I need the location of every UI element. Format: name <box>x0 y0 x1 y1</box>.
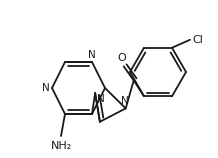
Text: NH₂: NH₂ <box>50 141 72 151</box>
Text: N: N <box>97 94 105 104</box>
Text: O: O <box>117 53 126 63</box>
Text: Cl: Cl <box>192 35 203 45</box>
Text: N: N <box>121 96 129 106</box>
Text: N: N <box>88 50 96 60</box>
Text: N: N <box>42 83 50 93</box>
